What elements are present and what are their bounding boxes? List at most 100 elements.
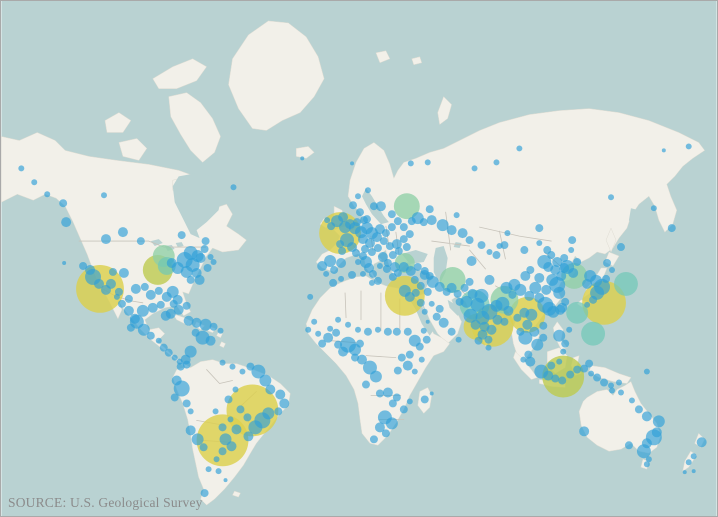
blue-bubble[interactable] xyxy=(371,232,382,243)
blue-bubble[interactable] xyxy=(223,478,228,483)
blue-bubble[interactable] xyxy=(394,247,403,256)
blue-bubble[interactable] xyxy=(423,287,432,296)
blue-bubble[interactable] xyxy=(59,199,68,208)
blue-bubble[interactable] xyxy=(369,435,378,444)
blue-bubble[interactable] xyxy=(424,159,431,166)
blue-bubble[interactable] xyxy=(177,231,186,240)
blue-bubble[interactable] xyxy=(589,295,598,304)
blue-bubble[interactable] xyxy=(535,224,544,233)
blue-bubble[interactable] xyxy=(580,364,589,373)
blue-bubble[interactable] xyxy=(524,290,535,301)
blue-bubble[interactable] xyxy=(166,258,177,268)
blue-bubble[interactable] xyxy=(392,327,401,336)
blue-bubble[interactable] xyxy=(336,258,347,268)
blue-bubble[interactable] xyxy=(137,323,150,336)
blue-bubble[interactable] xyxy=(504,230,511,237)
blue-bubble[interactable] xyxy=(534,272,545,283)
blue-bubble[interactable] xyxy=(385,242,394,251)
blue-bubble[interactable] xyxy=(558,376,567,385)
blue-bubble[interactable] xyxy=(471,165,478,172)
blue-bubble[interactable] xyxy=(375,389,384,398)
blue-bubble[interactable] xyxy=(374,326,381,333)
blue-bubble[interactable] xyxy=(154,286,163,295)
blue-bubble[interactable] xyxy=(420,395,429,404)
blue-bubble[interactable] xyxy=(465,277,474,286)
blue-bubble[interactable] xyxy=(324,255,337,267)
blue-bubble[interactable] xyxy=(416,281,425,290)
blue-bubble[interactable] xyxy=(375,201,386,212)
blue-bubble[interactable] xyxy=(402,360,413,371)
blue-bubble[interactable] xyxy=(172,294,183,305)
blue-bubble[interactable] xyxy=(184,345,197,358)
blue-bubble[interactable] xyxy=(466,256,477,266)
blue-bubble[interactable] xyxy=(457,228,468,239)
blue-bubble[interactable] xyxy=(350,161,355,166)
blue-bubble[interactable] xyxy=(351,353,359,362)
blue-bubble[interactable] xyxy=(419,218,428,227)
blue-bubble[interactable] xyxy=(557,302,568,313)
blue-bubble[interactable] xyxy=(191,433,204,446)
blue-bubble[interactable] xyxy=(600,378,609,387)
blue-bubble[interactable] xyxy=(323,270,330,277)
blue-bubble[interactable] xyxy=(645,456,652,463)
blue-bubble[interactable] xyxy=(425,319,430,324)
blue-bubble[interactable] xyxy=(199,318,212,331)
blue-bubble[interactable] xyxy=(539,321,548,330)
blue-bubble[interactable] xyxy=(357,354,367,365)
blue-bubble[interactable] xyxy=(274,407,283,416)
blue-bubble[interactable] xyxy=(432,312,441,321)
blue-bubble[interactable] xyxy=(18,165,25,172)
blue-bubble[interactable] xyxy=(492,251,501,259)
blue-bubble[interactable] xyxy=(348,270,357,279)
blue-bubble[interactable] xyxy=(413,262,422,271)
blue-bubble[interactable] xyxy=(226,441,237,452)
blue-bubble[interactable] xyxy=(155,337,162,344)
blue-bubble[interactable] xyxy=(556,270,567,281)
blue-bubble[interactable] xyxy=(634,405,643,414)
blue-bubble[interactable] xyxy=(199,443,208,452)
blue-bubble[interactable] xyxy=(171,375,182,386)
blue-bubble[interactable] xyxy=(520,356,527,363)
blue-bubble[interactable] xyxy=(243,413,252,422)
blue-bubble[interactable] xyxy=(382,387,393,398)
blue-bubble[interactable] xyxy=(392,393,401,402)
blue-bubble[interactable] xyxy=(617,389,624,396)
blue-bubble[interactable] xyxy=(573,365,582,374)
blue-bubble[interactable] xyxy=(94,278,104,289)
blue-bubble[interactable] xyxy=(543,246,552,255)
blue-bubble[interactable] xyxy=(568,236,577,245)
blue-bubble[interactable] xyxy=(470,297,485,312)
blue-bubble[interactable] xyxy=(579,426,590,437)
blue-bubble[interactable] xyxy=(520,270,531,281)
blue-bubble[interactable] xyxy=(493,159,500,166)
blue-bubble[interactable] xyxy=(516,327,525,336)
blue-bubble[interactable] xyxy=(183,315,194,326)
blue-bubble[interactable] xyxy=(500,241,509,250)
blue-bubble[interactable] xyxy=(212,408,219,415)
blue-bubble[interactable] xyxy=(405,265,416,276)
blue-bubble[interactable] xyxy=(217,327,224,334)
blue-bubble[interactable] xyxy=(317,260,328,271)
blue-bubble[interactable] xyxy=(176,362,185,371)
blue-bubble[interactable] xyxy=(215,468,222,475)
blue-bubble[interactable] xyxy=(334,340,343,349)
blue-bubble[interactable] xyxy=(460,283,469,292)
blue-bubble[interactable] xyxy=(383,327,392,336)
blue-bubble[interactable] xyxy=(522,319,533,330)
blue-bubble[interactable] xyxy=(643,368,650,375)
blue-bubble[interactable] xyxy=(140,282,149,291)
blue-bubble[interactable] xyxy=(429,391,434,396)
blue-bubble[interactable] xyxy=(690,453,697,460)
blue-bubble[interactable] xyxy=(373,276,382,285)
blue-bubble[interactable] xyxy=(265,384,276,395)
blue-bubble[interactable] xyxy=(124,294,133,303)
blue-bubble[interactable] xyxy=(349,201,358,210)
blue-bubble[interactable] xyxy=(460,295,473,308)
blue-bubble[interactable] xyxy=(362,215,371,224)
blue-bubble[interactable] xyxy=(636,444,651,459)
blue-bubble[interactable] xyxy=(136,237,145,246)
blue-bubble[interactable] xyxy=(667,224,676,233)
blue-bubble[interactable] xyxy=(231,424,242,435)
blue-bubble[interactable] xyxy=(186,275,195,284)
blue-bubble[interactable] xyxy=(503,305,514,316)
